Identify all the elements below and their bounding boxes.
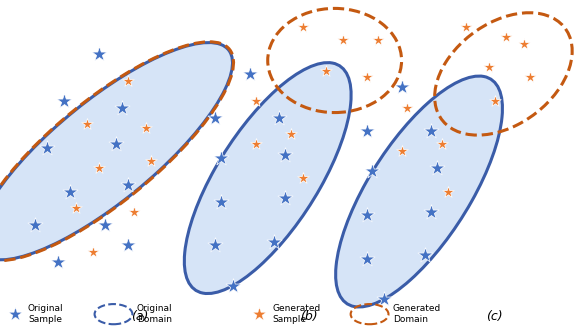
Point <box>129 209 139 214</box>
Point <box>368 169 377 174</box>
Point <box>438 142 447 147</box>
Point <box>484 65 494 70</box>
Text: Generated
Domain: Generated Domain <box>393 304 441 324</box>
Point <box>374 38 383 43</box>
Point <box>118 105 127 110</box>
Point <box>112 142 121 147</box>
Point <box>59 98 69 103</box>
Point <box>10 311 19 317</box>
Point <box>286 132 296 137</box>
Text: Generated
Sample: Generated Sample <box>272 304 321 324</box>
Ellipse shape <box>0 43 233 260</box>
Point <box>211 243 220 248</box>
Point <box>246 71 255 77</box>
Point <box>147 159 156 164</box>
Text: (b): (b) <box>300 309 317 323</box>
Point <box>88 249 98 255</box>
Point <box>217 155 226 161</box>
Point <box>490 98 499 103</box>
Point <box>461 24 470 30</box>
Point <box>443 189 453 194</box>
Point <box>379 296 389 302</box>
Point <box>100 222 109 228</box>
Point <box>275 115 284 120</box>
Point <box>420 253 430 258</box>
Point <box>123 78 133 83</box>
Point <box>426 209 435 214</box>
Point <box>83 122 92 127</box>
Point <box>269 239 278 245</box>
Ellipse shape <box>336 76 502 307</box>
Point <box>254 311 264 317</box>
Point <box>426 128 435 134</box>
Point <box>94 165 104 171</box>
Point <box>123 243 133 248</box>
Text: (c): (c) <box>487 309 503 323</box>
Point <box>432 165 441 171</box>
Point <box>362 75 371 80</box>
Point <box>54 259 63 265</box>
Point <box>502 34 511 40</box>
Point <box>251 98 261 103</box>
Point <box>281 196 290 201</box>
Point <box>403 105 412 110</box>
Point <box>519 41 528 46</box>
Point <box>321 68 331 73</box>
Point <box>362 212 371 218</box>
Text: (a): (a) <box>131 309 148 323</box>
Point <box>362 256 371 261</box>
Text: Original
Domain: Original Domain <box>137 304 172 324</box>
Point <box>397 85 406 90</box>
Point <box>228 283 237 288</box>
Point <box>298 24 307 30</box>
Point <box>281 152 290 157</box>
Point <box>397 149 406 154</box>
Point <box>141 125 150 130</box>
Point <box>71 206 80 211</box>
Point <box>217 199 226 204</box>
Point <box>525 75 534 80</box>
Point <box>65 189 74 194</box>
Point <box>298 175 307 181</box>
Point <box>94 51 104 56</box>
Point <box>339 38 348 43</box>
Point <box>362 128 371 134</box>
Text: Original
Sample: Original Sample <box>28 304 63 324</box>
Ellipse shape <box>184 62 351 294</box>
Point <box>123 182 133 187</box>
Point <box>251 142 261 147</box>
Point <box>30 222 40 228</box>
Point <box>211 115 220 120</box>
Point <box>42 145 51 151</box>
